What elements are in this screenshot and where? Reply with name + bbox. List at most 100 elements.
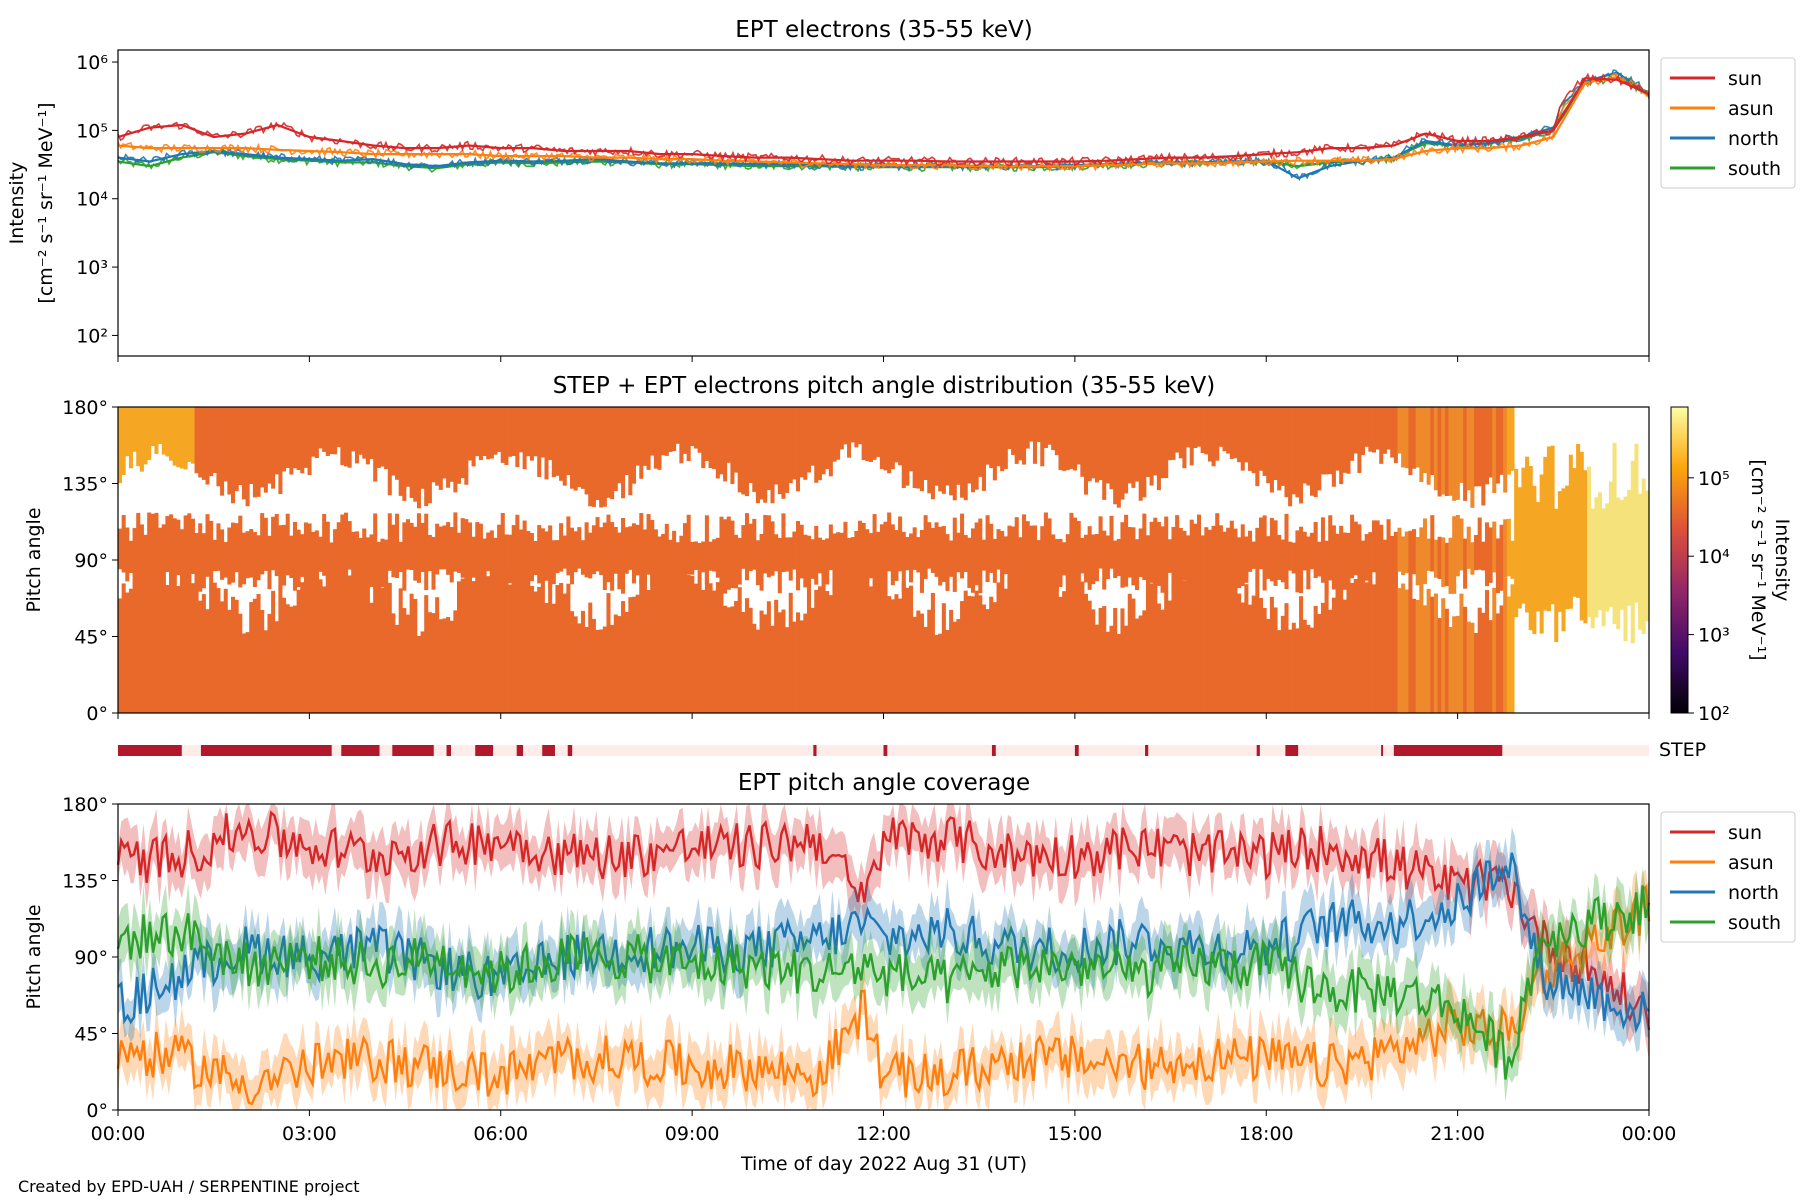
pad-cell <box>1222 407 1227 452</box>
pad-cell <box>960 513 965 579</box>
pad-cell <box>1171 407 1176 460</box>
pad-cell <box>1014 407 1019 464</box>
pad-cell <box>1441 598 1446 713</box>
pad-cell <box>551 603 556 713</box>
pad-cell <box>584 626 589 713</box>
pad-cell <box>1149 407 1154 486</box>
pad-cell <box>1379 551 1384 713</box>
pad-cell <box>1215 407 1220 461</box>
pad-cell <box>274 621 279 713</box>
pad-cell <box>508 534 513 584</box>
pad-cell <box>770 521 775 576</box>
pad-cell <box>1510 584 1515 713</box>
pad-cell <box>588 602 593 713</box>
pad-cell <box>1189 407 1194 466</box>
pad-cell <box>500 585 505 713</box>
pad-cell <box>318 407 323 449</box>
pad-cell <box>777 537 782 594</box>
pad-cell <box>701 541 706 573</box>
pad-cell <box>1036 556 1041 713</box>
pad-cell <box>216 407 221 487</box>
x-tick-label: 21:00 <box>1430 1123 1485 1145</box>
pad-cell <box>449 620 454 713</box>
pad-cell <box>956 532 961 573</box>
pad-cell <box>1156 603 1161 713</box>
pad-cell <box>1102 530 1107 590</box>
pad-cell <box>143 534 148 588</box>
pad-cell <box>1277 534 1282 580</box>
pad-cell <box>890 524 895 586</box>
pad-cell <box>1105 535 1110 580</box>
pad-cell <box>1094 407 1099 483</box>
pad-cell <box>1630 460 1635 644</box>
pad-cell <box>1503 407 1508 493</box>
pad-cell <box>1302 619 1307 713</box>
pad-cell <box>1426 588 1431 713</box>
pad-cell <box>1565 485 1570 610</box>
pad-cell <box>1116 407 1121 508</box>
pad-cell <box>836 532 841 572</box>
pad-cell <box>577 527 582 569</box>
pad-cell <box>150 513 155 573</box>
pad-cell <box>1499 605 1504 713</box>
pad-cell <box>967 407 972 484</box>
pad-cell <box>136 407 141 467</box>
step-label: STEP <box>1659 739 1706 761</box>
pad-cell <box>865 407 870 462</box>
pad-cell <box>391 613 396 713</box>
pad-cell <box>1124 407 1129 494</box>
pad-cell <box>1040 562 1045 713</box>
pad-cell <box>1506 596 1511 713</box>
pad-cell <box>409 593 414 713</box>
pad-cell <box>1306 536 1311 590</box>
pad-cell <box>1484 522 1490 587</box>
pad-cell <box>544 531 549 581</box>
pad-cell <box>1266 619 1271 713</box>
pad-cell <box>333 546 338 713</box>
pad-cell <box>952 621 957 713</box>
pad-cell <box>672 530 677 576</box>
pad-cell <box>817 537 822 574</box>
pad-cell <box>267 535 272 590</box>
coverage-band-north <box>118 827 1649 1053</box>
pad-cell <box>1182 407 1187 469</box>
pad-cell <box>413 407 418 502</box>
pad-cell <box>1495 613 1500 713</box>
pad-cell <box>1058 538 1063 588</box>
step-active-interval <box>516 745 524 756</box>
pad-cell <box>679 549 684 713</box>
pad-cell <box>865 529 870 583</box>
pad-cell <box>154 555 159 713</box>
pad-cell <box>139 407 144 472</box>
pad-cell <box>744 407 750 497</box>
pad-cell <box>606 407 611 498</box>
pad-cell <box>737 407 742 493</box>
pad-cell <box>245 632 250 713</box>
pad-cell <box>1145 535 1151 591</box>
pad-cell <box>395 513 400 578</box>
pad-cell <box>566 516 571 576</box>
pad-cell <box>446 616 451 713</box>
pad-cell <box>978 595 983 713</box>
pad-cell <box>1029 407 1034 442</box>
pad-cell <box>136 552 141 713</box>
pad-cell <box>150 553 155 713</box>
colorbar-tick-label: 10³ <box>1698 625 1730 647</box>
pad-cell <box>540 528 545 581</box>
pad-cell <box>1514 468 1519 618</box>
pad-cell <box>631 596 637 713</box>
pad-cell <box>1437 618 1442 713</box>
pad-cell <box>274 407 279 475</box>
pad-cell <box>657 582 662 713</box>
pad-cell <box>639 407 644 479</box>
pad-cell <box>442 525 447 570</box>
pad-cell <box>748 523 753 572</box>
pad-cell <box>354 531 359 590</box>
pad-cell <box>209 407 214 477</box>
pad-cell <box>325 550 330 713</box>
pad-cell <box>540 407 545 458</box>
pad-cell <box>464 407 469 485</box>
pad-cell <box>719 516 724 593</box>
pad-cell <box>518 529 524 588</box>
pad-cell <box>970 407 976 493</box>
